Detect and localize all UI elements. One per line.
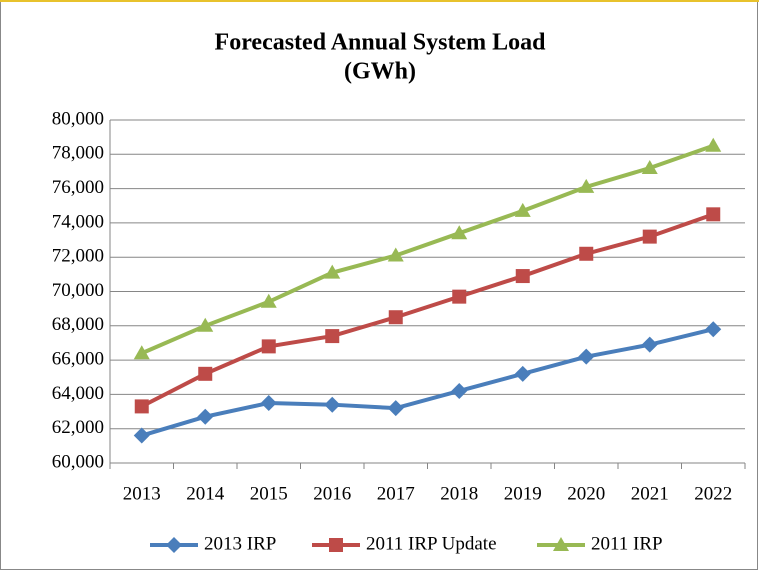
marker [705,137,722,152]
x-tick-label: 2014 [186,483,225,504]
y-tick-label: 78,000 [52,143,104,164]
y-tick-label: 64,000 [52,383,104,404]
marker [261,339,276,354]
marker [388,310,403,325]
x-tick-label: 2021 [631,483,669,504]
y-tick-label: 76,000 [52,177,104,198]
y-tick-label: 70,000 [52,280,104,301]
y-tick-label: 62,000 [52,417,104,438]
marker [134,399,149,414]
marker [706,207,721,222]
legend-label: 2011 IRP [591,533,663,554]
chart-subtitle: (GWh) [344,59,416,85]
marker [641,160,658,175]
marker [451,225,468,240]
marker [578,348,595,365]
marker [133,345,150,360]
x-tick-label: 2018 [440,483,478,504]
legend-label: 2011 IRP Update [366,533,497,554]
x-tick-label: 2022 [694,483,732,504]
marker [515,269,530,284]
marker [451,382,468,399]
marker [387,247,404,262]
series-line [140,212,714,409]
y-tick-label: 66,000 [52,348,104,369]
marker [198,366,213,381]
marker [578,178,595,193]
y-tick-label: 68,000 [52,314,104,335]
marker [579,246,594,261]
marker [514,365,531,382]
marker [553,537,569,551]
marker [260,293,277,308]
marker [166,537,182,553]
marker [133,427,150,444]
marker [387,400,404,417]
marker [452,289,467,304]
x-tick-label: 2019 [504,483,542,504]
x-tick-label: 2020 [567,483,605,504]
marker [197,317,214,332]
marker [641,336,658,353]
x-tick-label: 2016 [313,483,351,504]
legend-label: 2013 IRP [204,533,276,554]
series-line [140,143,714,356]
series-line [141,327,714,438]
x-tick-label: 2017 [377,483,415,504]
marker [642,229,657,244]
y-tick-label: 60,000 [52,451,104,472]
marker [197,408,214,425]
chart-title: Forecasted Annual System Load [215,30,547,56]
y-tick-label: 80,000 [52,108,104,129]
x-tick-label: 2013 [123,483,161,504]
marker [324,264,341,279]
marker [705,321,722,338]
marker [514,202,531,217]
y-tick-label: 72,000 [52,246,104,267]
marker [325,329,340,344]
marker [260,394,277,411]
y-tick-label: 74,000 [52,211,104,232]
x-tick-label: 2015 [250,483,288,504]
marker [324,396,341,413]
marker [329,538,343,552]
